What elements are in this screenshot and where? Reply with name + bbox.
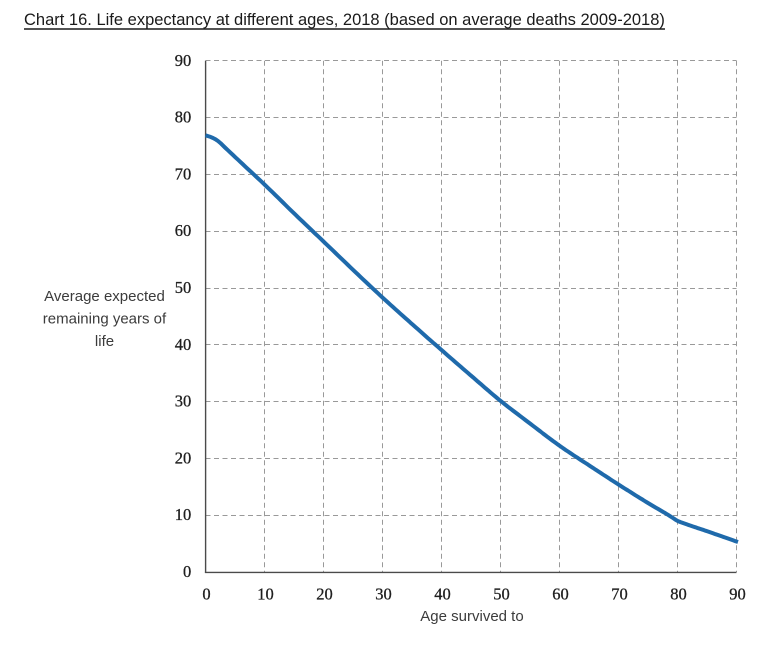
svg-text:60: 60: [552, 585, 569, 604]
svg-text:50: 50: [175, 278, 192, 297]
svg-text:80: 80: [175, 108, 192, 127]
svg-text:90: 90: [175, 51, 192, 70]
svg-text:Chart 16. Life expectancy at d: Chart 16. Life expectancy at different a…: [24, 11, 665, 29]
svg-text:10: 10: [175, 505, 192, 524]
svg-text:0: 0: [183, 562, 191, 581]
svg-text:20: 20: [316, 585, 333, 604]
svg-text:0: 0: [202, 585, 210, 604]
svg-text:80: 80: [670, 585, 687, 604]
svg-text:remaining years of: remaining years of: [43, 311, 167, 328]
svg-text:90: 90: [729, 585, 746, 604]
svg-text:30: 30: [375, 585, 392, 604]
svg-text:Age survived to: Age survived to: [420, 608, 523, 625]
svg-text:life: life: [95, 333, 114, 350]
svg-text:50: 50: [493, 585, 510, 604]
svg-text:60: 60: [175, 221, 192, 240]
svg-text:70: 70: [611, 585, 628, 604]
svg-text:Average expected: Average expected: [44, 288, 165, 305]
svg-text:40: 40: [434, 585, 451, 604]
svg-text:40: 40: [175, 335, 192, 354]
svg-text:20: 20: [175, 448, 192, 467]
svg-text:30: 30: [175, 392, 192, 411]
svg-text:70: 70: [175, 164, 192, 183]
svg-text:10: 10: [257, 585, 274, 604]
